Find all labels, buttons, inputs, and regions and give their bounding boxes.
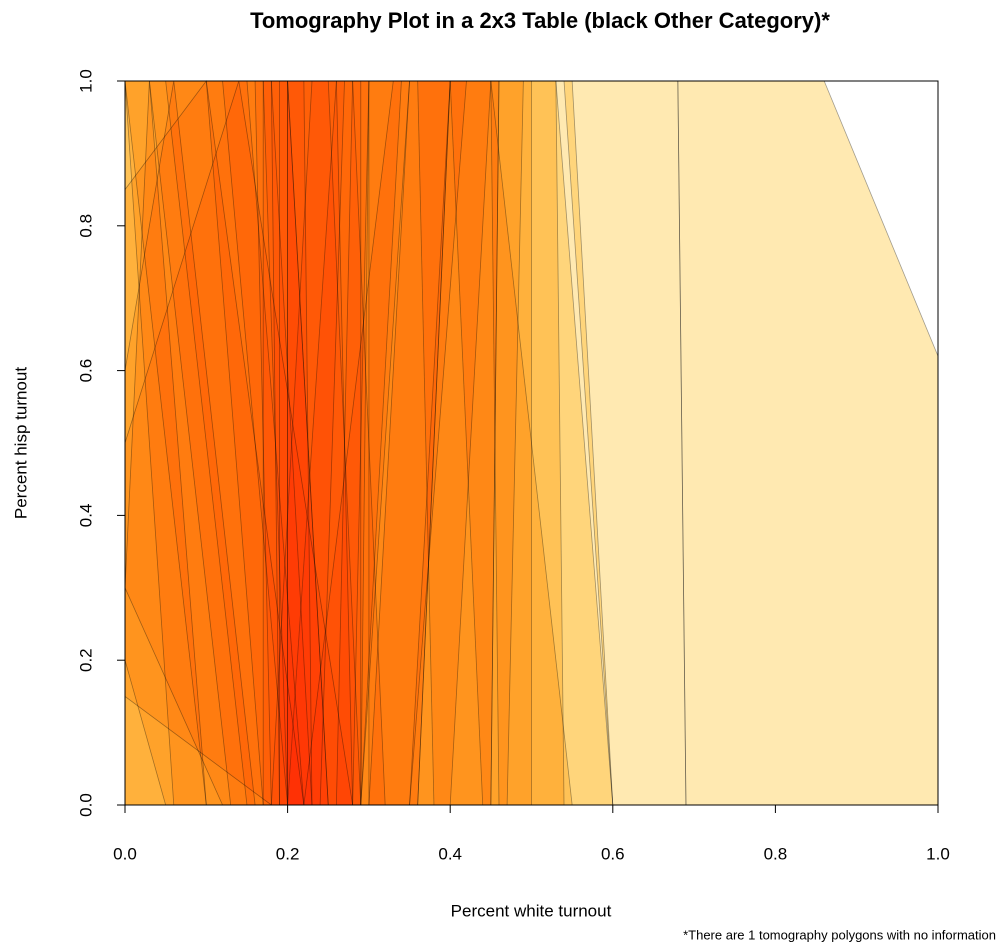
x-tick-label: 0.2 — [276, 844, 300, 863]
polygons — [124, 79, 939, 806]
y-tick-label: 0.6 — [76, 359, 95, 383]
y-tick-label: 1.0 — [76, 69, 95, 93]
x-axis-label: Percent white turnout — [451, 901, 612, 920]
x-tick-label: 1.0 — [926, 844, 950, 863]
x-tick-label: 0.6 — [601, 844, 625, 863]
x-tick-label: 0.0 — [113, 844, 137, 863]
y-tick-label: 0.4 — [76, 504, 95, 528]
x-tick-label: 0.4 — [438, 844, 462, 863]
y-tick-label: 0.8 — [76, 214, 95, 238]
y-tick-label: 0.2 — [76, 648, 95, 672]
y-axis-label: Percent hisp turnout — [11, 367, 30, 519]
x-tick-label: 0.8 — [764, 844, 788, 863]
chart-title: Tomography Plot in a 2x3 Table (black Ot… — [250, 8, 830, 33]
plot-frame — [124, 80, 939, 806]
tomography-polygon — [677, 80, 939, 806]
y-tick-label: 0.0 — [76, 793, 95, 817]
footnote: *There are 1 tomography polygons with no… — [683, 927, 996, 942]
